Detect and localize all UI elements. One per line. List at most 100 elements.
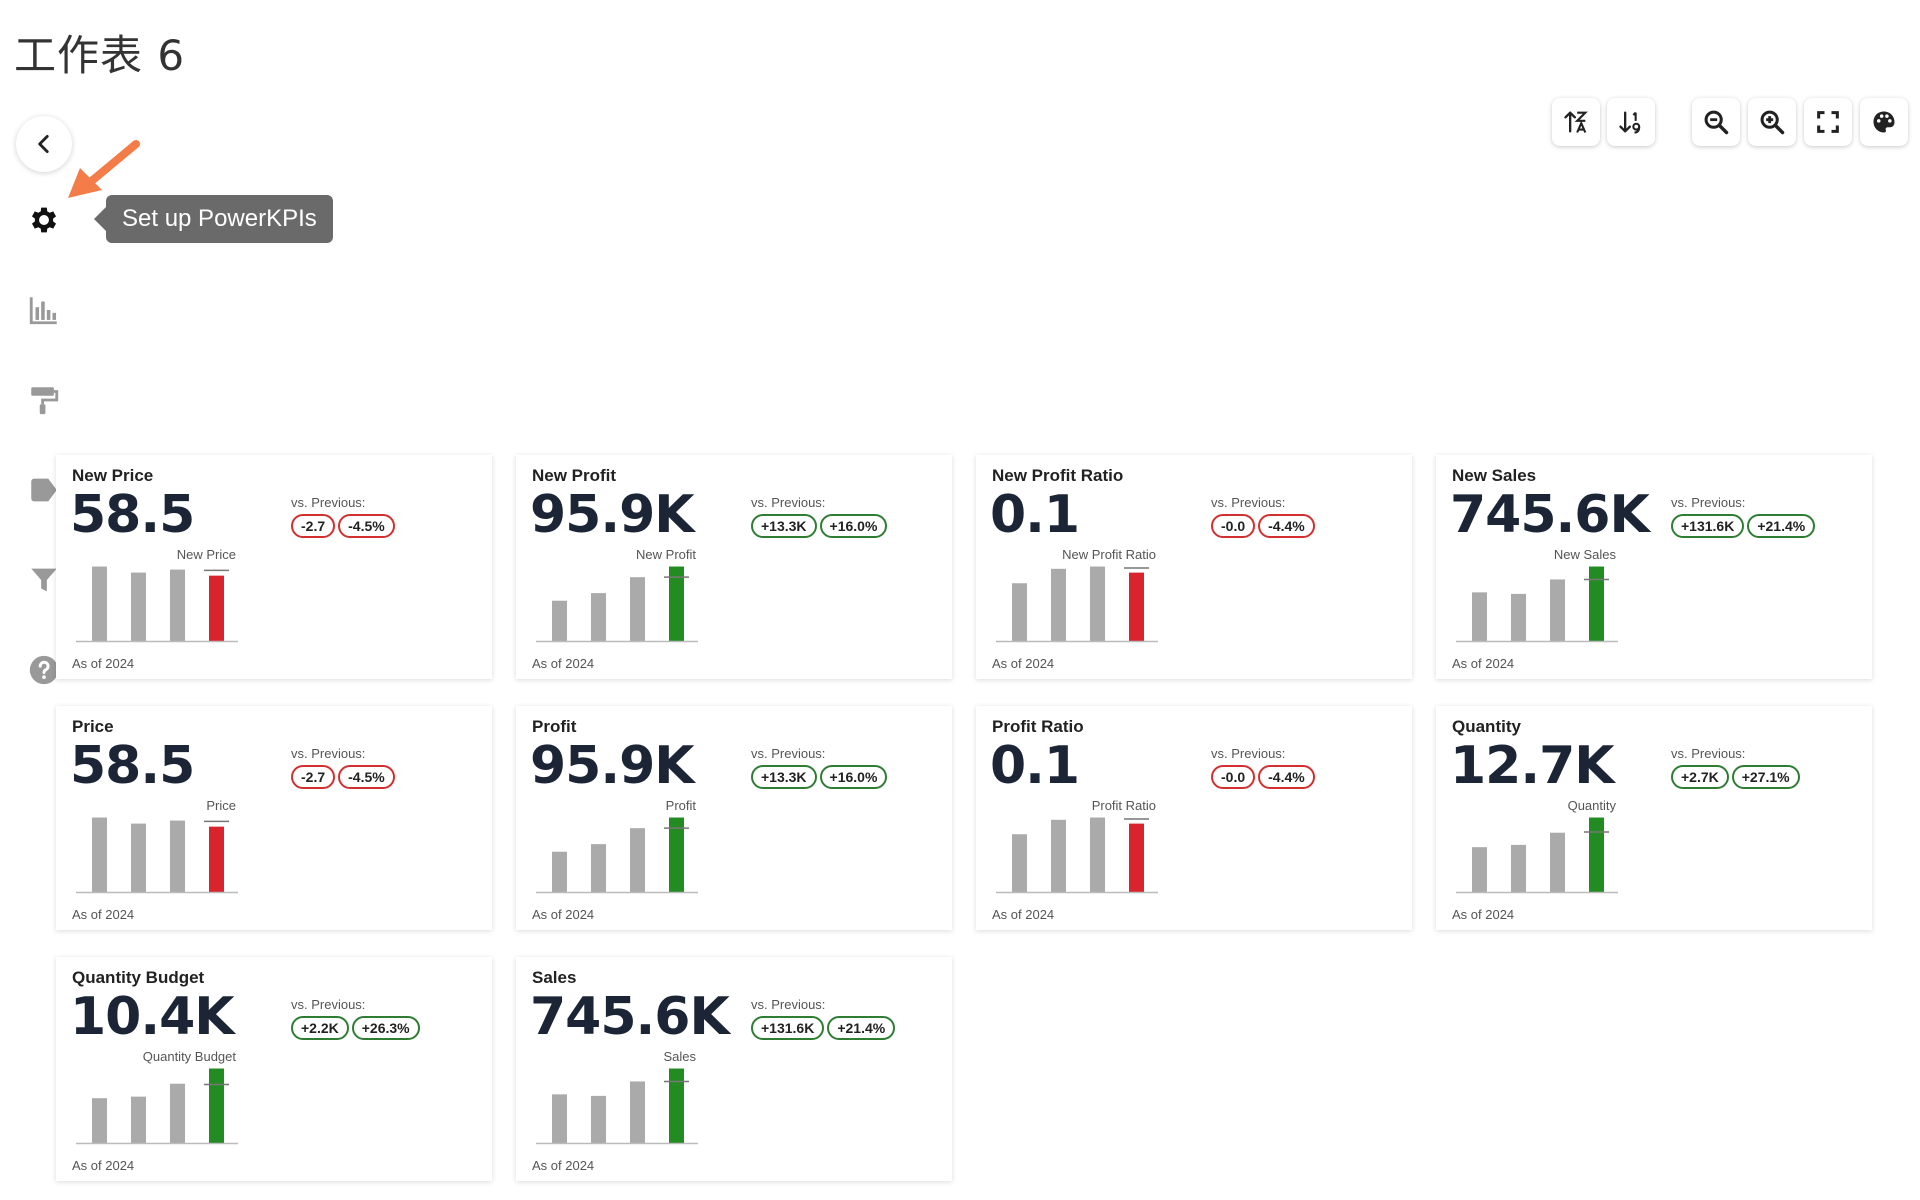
zoom-in-button[interactable] bbox=[1748, 98, 1796, 146]
kpi-mini-chart bbox=[536, 817, 698, 894]
history-bar bbox=[131, 1096, 146, 1143]
current-bar bbox=[1589, 566, 1604, 641]
delta-absolute-badge: +13.3K bbox=[751, 765, 817, 789]
kpi-card[interactable]: New Profit Ratio 0.1 vs. Previous: -0.0 -4.4… bbox=[976, 455, 1412, 679]
kpi-card[interactable]: Price 58.5 vs. Previous: -2.7 -4.5% Price As o… bbox=[56, 706, 492, 930]
vs-previous-label: vs. Previous: bbox=[291, 746, 366, 761]
history-bar bbox=[1550, 579, 1565, 641]
help-icon[interactable] bbox=[26, 652, 62, 688]
history-bar bbox=[92, 817, 107, 892]
history-bar bbox=[591, 1095, 606, 1143]
kpi-card[interactable]: New Price 58.5 vs. Previous: -2.7 -4.5% New P… bbox=[56, 455, 492, 679]
vs-previous-label: vs. Previous: bbox=[751, 746, 826, 761]
history-bar bbox=[591, 593, 606, 641]
delta-absolute-badge: +131.6K bbox=[1671, 514, 1745, 538]
as-of-label: As of 2024 bbox=[992, 656, 1055, 671]
as-of-label: As of 2024 bbox=[72, 656, 135, 671]
delta-badges: -2.7 -4.5% bbox=[291, 514, 395, 538]
zoom-in-icon bbox=[1760, 110, 1785, 135]
delta-percent-badge: +21.4% bbox=[827, 1016, 896, 1040]
annotation-arrow-icon bbox=[68, 140, 140, 198]
fullscreen-button[interactable] bbox=[1804, 98, 1852, 146]
current-bar bbox=[209, 575, 224, 641]
chart-series-label: Profit bbox=[665, 798, 696, 813]
kpi-title: Profit Ratio bbox=[992, 717, 1084, 736]
delta-absolute-badge: -2.7 bbox=[291, 765, 336, 789]
vs-previous-label: vs. Previous: bbox=[291, 997, 366, 1012]
as-of-label: As of 2024 bbox=[532, 907, 595, 922]
history-bar bbox=[630, 1081, 645, 1143]
history-bar bbox=[170, 569, 185, 641]
history-bar bbox=[1511, 844, 1526, 892]
palette-button[interactable] bbox=[1860, 98, 1908, 146]
history-bar bbox=[552, 1094, 567, 1143]
vs-previous-label: vs. Previous: bbox=[1211, 746, 1286, 761]
current-bar bbox=[1589, 817, 1604, 892]
delta-percent-badge: -4.5% bbox=[338, 765, 395, 789]
as-of-label: As of 2024 bbox=[532, 656, 595, 671]
history-bar bbox=[630, 828, 645, 892]
sort-descending-icon bbox=[1619, 111, 1641, 134]
delta-badges: +13.3K +16.0% bbox=[751, 765, 888, 789]
kpi-value: 0.1 bbox=[990, 485, 1080, 545]
history-bar bbox=[131, 572, 146, 641]
sort-ascending-button[interactable] bbox=[1552, 98, 1600, 146]
delta-percent-badge: +27.1% bbox=[1731, 765, 1800, 789]
sort-ascending-icon bbox=[1564, 111, 1588, 133]
chart-series-label: Quantity bbox=[1567, 798, 1616, 813]
current-bar bbox=[669, 817, 684, 892]
kpi-card[interactable]: New Profit 95.9K vs. Previous: +13.3K +16.0%… bbox=[516, 455, 952, 679]
kpi-value: 745.6K bbox=[1450, 485, 1650, 545]
delta-percent-badge: -4.4% bbox=[1258, 514, 1315, 538]
delta-percent-badge: +16.0% bbox=[819, 514, 888, 538]
history-bar bbox=[630, 577, 645, 641]
paint-roller-icon[interactable] bbox=[26, 382, 62, 418]
history-bar bbox=[170, 820, 185, 892]
kpi-card[interactable]: Profit Ratio 0.1 vs. Previous: -0.0 -4.4% Pro… bbox=[976, 706, 1412, 930]
vs-previous-label: vs. Previous: bbox=[751, 997, 826, 1012]
filter-icon[interactable] bbox=[26, 562, 62, 598]
history-bar bbox=[1090, 817, 1105, 892]
kpi-title: Profit bbox=[532, 717, 577, 736]
delta-absolute-badge: +131.6K bbox=[751, 1016, 825, 1040]
back-button[interactable] bbox=[16, 116, 72, 172]
kpi-value: 95.9K bbox=[530, 485, 695, 545]
chart-series-label: New Sales bbox=[1553, 547, 1616, 562]
chart-series-label: Price bbox=[206, 798, 236, 813]
sheet-title: 工作表 6 bbox=[14, 31, 186, 80]
history-bar bbox=[1472, 847, 1487, 892]
kpi-title: Sales bbox=[532, 968, 577, 987]
kpi-mini-chart bbox=[536, 1068, 698, 1145]
delta-absolute-badge: -2.7 bbox=[291, 514, 336, 538]
kpi-mini-chart bbox=[76, 1068, 238, 1145]
zoom-out-icon bbox=[1704, 110, 1729, 135]
zoom-out-button[interactable] bbox=[1692, 98, 1740, 146]
kpi-card[interactable]: Quantity Budget 10.4K vs. Previous: +2.2K +2… bbox=[56, 957, 492, 1181]
vs-previous-label: vs. Previous: bbox=[1671, 746, 1746, 761]
delta-badges: -2.7 -4.5% bbox=[291, 765, 395, 789]
current-bar bbox=[1129, 823, 1144, 892]
kpi-card[interactable]: New Sales 745.6K vs. Previous: +131.6K +21.4… bbox=[1436, 455, 1872, 679]
kpi-value: 10.4K bbox=[70, 987, 235, 1047]
gear-icon[interactable] bbox=[26, 202, 62, 238]
bar-chart-icon[interactable] bbox=[26, 292, 62, 328]
kpi-card[interactable]: Sales 745.6K vs. Previous: +131.6K +21.4% Sal… bbox=[516, 957, 952, 1181]
chart-series-label: New Profit Ratio bbox=[1062, 547, 1156, 562]
kpi-card[interactable]: Quantity 12.7K vs. Previous: +2.7K +27.1% Qua… bbox=[1436, 706, 1872, 930]
current-bar bbox=[1129, 572, 1144, 641]
delta-absolute-badge: +13.3K bbox=[751, 514, 817, 538]
palette-icon bbox=[1873, 111, 1895, 133]
sort-descending-button[interactable] bbox=[1607, 98, 1655, 146]
current-bar bbox=[669, 566, 684, 641]
kpi-mini-chart bbox=[1456, 817, 1618, 894]
delta-percent-badge: +16.0% bbox=[819, 765, 888, 789]
delta-badges: -0.0 -4.4% bbox=[1211, 765, 1315, 789]
delta-badges: +2.2K +26.3% bbox=[291, 1016, 420, 1040]
kpi-mini-chart bbox=[1456, 566, 1618, 643]
as-of-label: As of 2024 bbox=[532, 1158, 595, 1173]
history-bar bbox=[1472, 592, 1487, 641]
delta-absolute-badge: +2.2K bbox=[291, 1016, 349, 1040]
tag-icon[interactable] bbox=[26, 472, 62, 508]
kpi-card[interactable]: Profit 95.9K vs. Previous: +13.3K +16.0% Prof… bbox=[516, 706, 952, 930]
delta-absolute-badge: -0.0 bbox=[1211, 514, 1256, 538]
